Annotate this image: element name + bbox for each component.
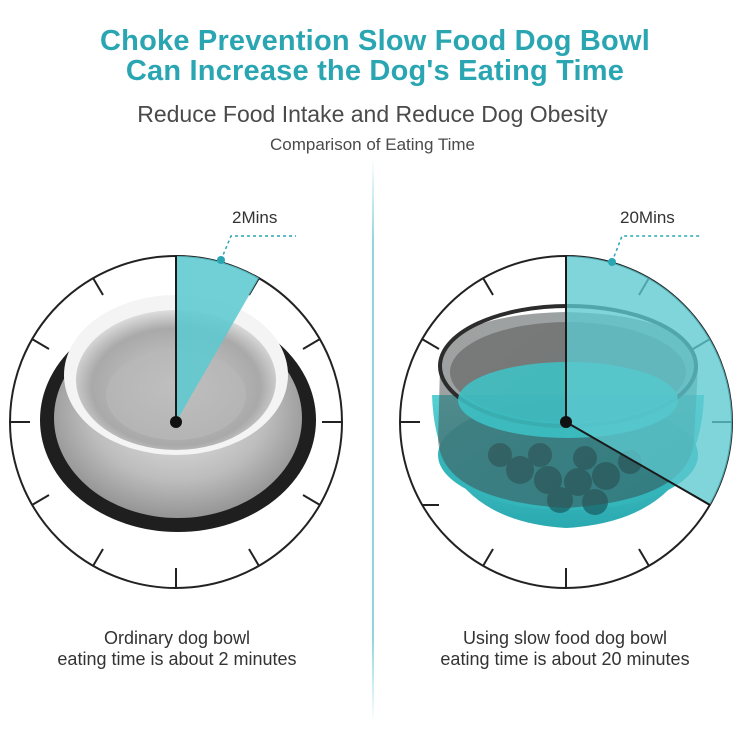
right-time-wedge: [566, 255, 733, 505]
left-clock-center: [170, 416, 182, 428]
left-time-wedge: [176, 255, 259, 422]
right-leader-line: [611, 235, 700, 263]
right-clock-center: [560, 416, 572, 428]
left-caption-line-1: Ordinary dog bowl: [103, 628, 251, 648]
center-divider: [372, 158, 374, 723]
left-caption-line-2: eating time is about 2 minutes: [57, 649, 297, 669]
right-caption-line-2: eating time is about 20 minutes: [440, 649, 690, 669]
left-time-label: 2Mins: [232, 208, 278, 227]
subtitle: Reduce Food Intake and Reduce Dog Obesit…: [137, 101, 608, 127]
title-line-1: Choke Prevention Slow Food Dog Bowl: [100, 25, 650, 57]
left-leader-line: [220, 235, 296, 261]
right-caption: Using slow food dog bowl eating time is …: [395, 628, 735, 670]
title-line-2: Can Increase the Dog's Eating Time: [125, 55, 625, 87]
right-caption-line-1: Using slow food dog bowl: [462, 628, 668, 648]
left-caption: Ordinary dog bowl eating time is about 2…: [7, 628, 347, 670]
right-time-label: 20Mins: [620, 208, 675, 227]
comparison-label: Comparison of Eating Time: [269, 135, 476, 154]
